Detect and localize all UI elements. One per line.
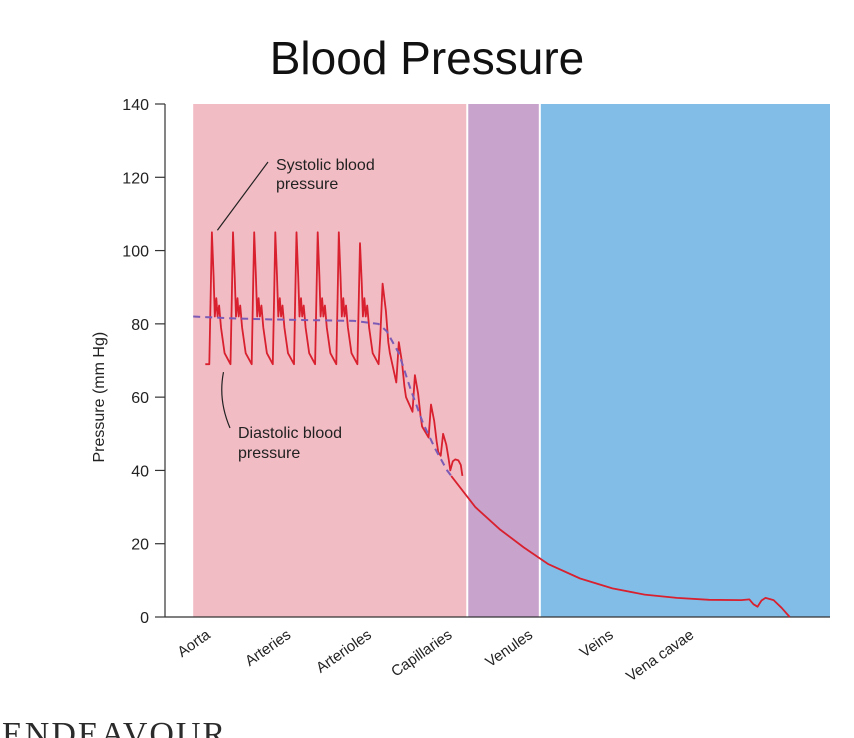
footer-logo-text: ENDEAVOUR	[2, 718, 228, 738]
y-tick-label: 120	[122, 170, 149, 187]
x-category-label: Venules	[482, 626, 535, 671]
x-category-label: Arteries	[242, 626, 294, 670]
region-arterial	[193, 104, 468, 617]
blood-pressure-chart: 0 20 40 60 80 100 120 140 Aorta Arteries Arteriol…	[91, 97, 830, 685]
x-category-label: Capillaries	[388, 626, 455, 680]
mean-pressure-line	[193, 315, 453, 477]
systolic-annotation-text: pressure	[276, 176, 338, 193]
footer-logo: ENDEAVOUR	[0, 718, 400, 738]
x-category-label: Arterioles	[313, 626, 375, 676]
diastolic-annotation-text: pressure	[238, 445, 300, 462]
y-axis-label: Pressure (mm Hg)	[91, 332, 108, 463]
systolic-leader-line	[216, 161, 269, 231]
pressure-decline-line	[450, 475, 791, 618]
y-axis-ticks: 0 20 40 60 80 100 120 140	[122, 97, 165, 627]
chart-regions	[193, 104, 830, 617]
systolic-annotation-text: Systolic blood	[276, 157, 375, 174]
page-title: Blood Pressure	[269, 32, 585, 84]
diastolic-leader-line	[221, 372, 231, 429]
y-tick-label: 0	[140, 610, 149, 627]
chart-annotations: Systolic blood pressure Diastolic blood pre…	[216, 157, 375, 462]
x-category-label: Vena cavae	[623, 626, 697, 685]
region-venous	[539, 104, 830, 617]
x-category-label: Aorta	[174, 626, 214, 661]
x-category-label: Veins	[577, 626, 617, 661]
chart-axes	[164, 104, 830, 618]
y-tick-label: 80	[131, 317, 149, 334]
diastolic-annotation-text: Diastolic blood	[238, 425, 342, 442]
x-axis-labels: Aorta Arteries Arterioles Capillaries Venule…	[174, 626, 697, 685]
y-tick-label: 100	[122, 244, 149, 261]
pulsatile-pressure-line	[205, 231, 464, 477]
region-capillaries	[467, 104, 540, 617]
y-tick-label: 20	[131, 537, 149, 554]
y-tick-label: 40	[131, 463, 149, 480]
y-tick-label: 140	[122, 97, 149, 114]
y-tick-label: 60	[131, 390, 149, 407]
chart-curves	[193, 231, 791, 618]
